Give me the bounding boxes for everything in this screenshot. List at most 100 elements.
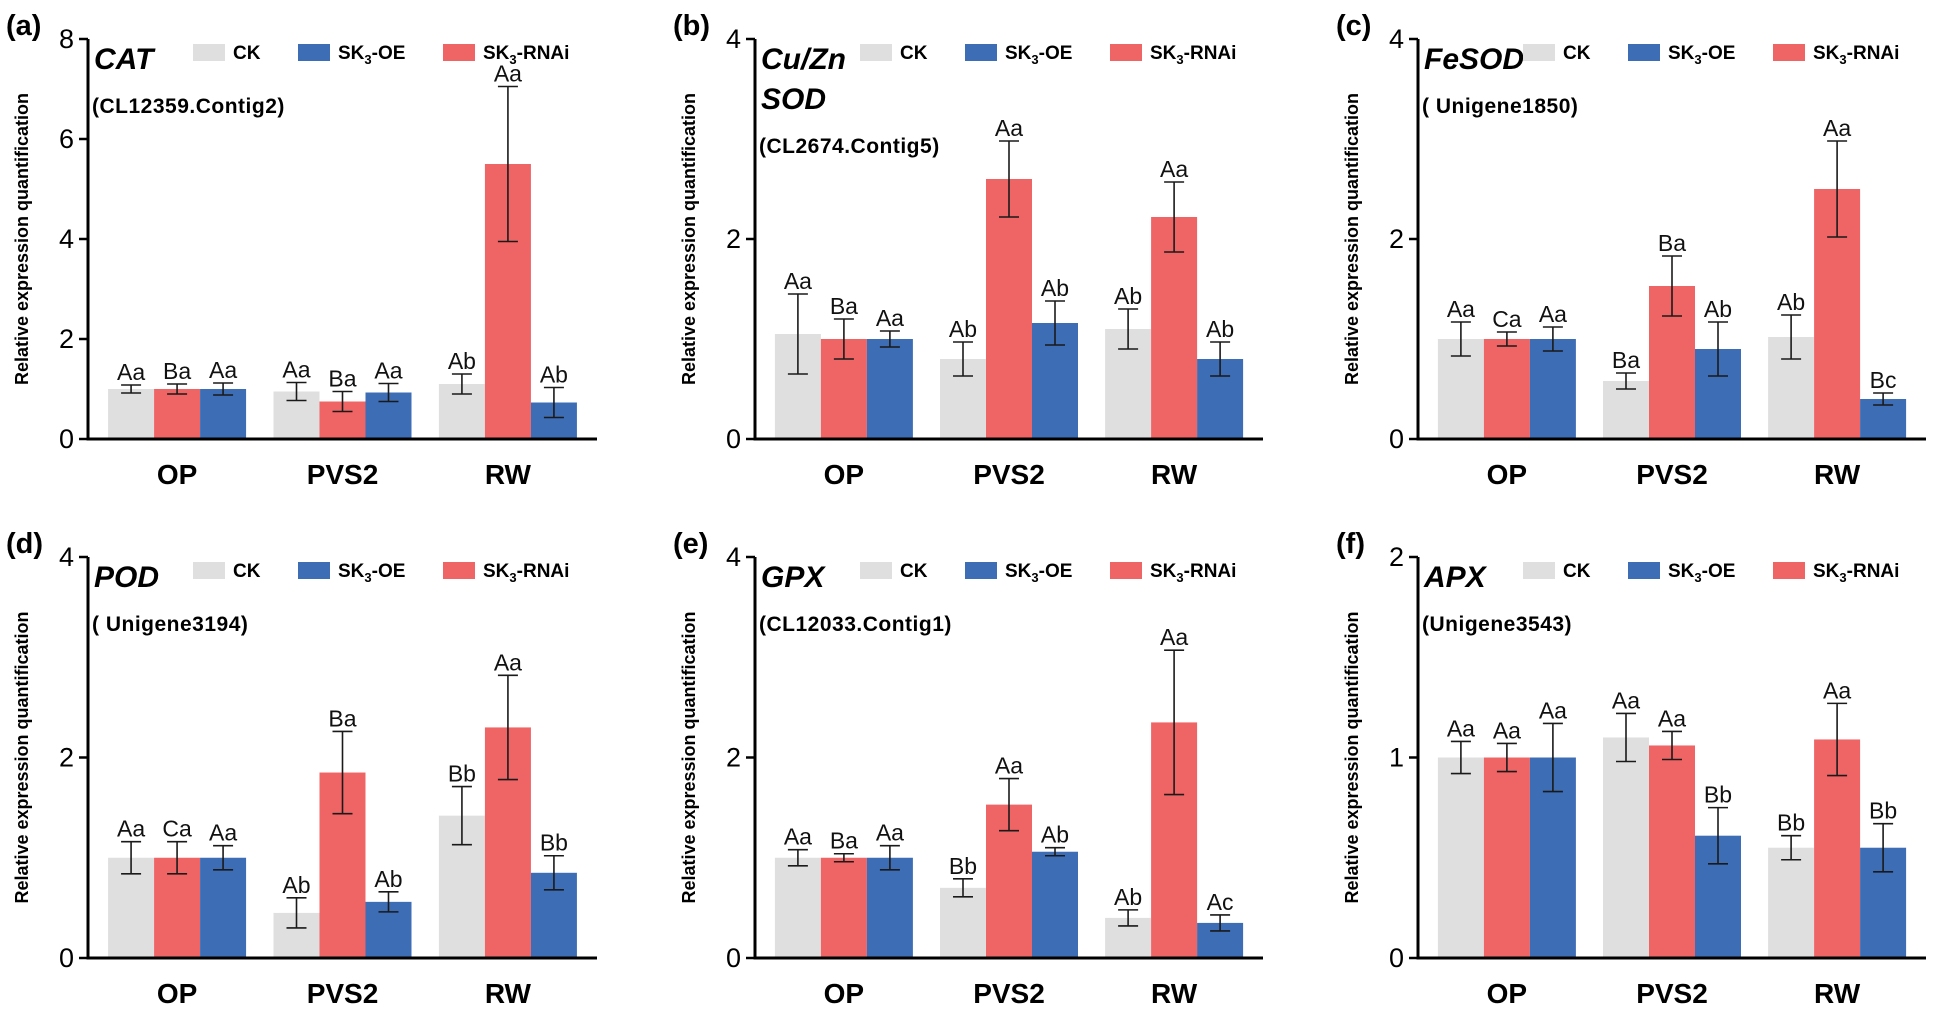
- x-tick-label: OP: [157, 459, 197, 490]
- significance-label: Ab: [949, 316, 977, 342]
- legend-label-suffix: -RNAi: [1184, 43, 1237, 64]
- panel-label: (f): [1336, 528, 1365, 560]
- legend-label-base: SK: [1005, 43, 1032, 64]
- legend-label-suffix: -OE: [372, 561, 406, 582]
- panel-label: (b): [673, 10, 710, 42]
- significance-label: Aa: [1447, 296, 1475, 322]
- legend-label-subscript: 3: [364, 570, 371, 585]
- x-tick-label: OP: [824, 978, 864, 1009]
- significance-label: Bb: [949, 853, 977, 879]
- legend-swatch-oe: [1628, 44, 1660, 61]
- legend-swatch-ck: [193, 44, 225, 61]
- significance-label: Ac: [1207, 889, 1234, 915]
- significance-label: Aa: [995, 753, 1023, 779]
- legend-label-oe: SK3-OE: [1668, 43, 1735, 67]
- significance-label: Aa: [876, 820, 904, 846]
- significance-label: Aa: [209, 820, 237, 846]
- y-tick-label: 2: [59, 324, 74, 354]
- bar-rnai: [986, 179, 1032, 439]
- legend-label-suffix: -RNAi: [517, 561, 570, 582]
- significance-label: Aa: [117, 816, 145, 842]
- significance-label: Aa: [209, 357, 237, 383]
- significance-label: Aa: [876, 305, 904, 331]
- significance-label: Aa: [1823, 677, 1851, 703]
- legend-label-oe: SK3-OE: [338, 561, 405, 585]
- y-axis-label: Relative expression quantification: [1342, 93, 1362, 385]
- significance-label: Ca: [1492, 306, 1522, 332]
- significance-label: Aa: [1493, 717, 1521, 743]
- x-tick-label: RW: [1814, 978, 1861, 1009]
- legend-swatch-rnai: [443, 44, 475, 61]
- significance-label: Bb: [1704, 782, 1732, 808]
- legend-label-ck: CK: [1563, 43, 1591, 64]
- x-tick-label: OP: [1487, 459, 1527, 490]
- significance-label: Ca: [162, 816, 192, 842]
- bar-ck: [1603, 381, 1649, 439]
- bar-oe: [1529, 339, 1576, 439]
- significance-label: Ab: [374, 866, 402, 892]
- significance-label: Ba: [1658, 230, 1686, 256]
- chart-panel-1: (b) Relative expression quantification 0 2 4…: [673, 10, 1263, 490]
- legend-swatch-rnai: [1773, 44, 1805, 61]
- panel-label: (c): [1336, 10, 1371, 42]
- bar-rnai: [1649, 745, 1695, 958]
- legend-label-rnai: SK3-RNAi: [483, 43, 569, 67]
- y-tick-label: 4: [726, 542, 741, 572]
- legend-label-ck: CK: [900, 561, 928, 582]
- legend-label-subscript: 3: [1839, 570, 1846, 585]
- y-axis-label: Relative expression quantification: [679, 611, 699, 903]
- significance-label: Aa: [995, 115, 1023, 141]
- legend-label-base: SK: [483, 43, 510, 64]
- gene-name: POD: [94, 561, 159, 594]
- legend-swatch-ck: [860, 562, 892, 579]
- y-tick-label: 2: [726, 224, 741, 254]
- significance-label: Aa: [1658, 705, 1686, 731]
- legend-label-base: SK: [1150, 561, 1177, 582]
- y-tick-label: 2: [1389, 224, 1404, 254]
- significance-label: Ab: [1777, 289, 1805, 315]
- significance-label: Ba: [163, 358, 191, 384]
- legend-label-base: SK: [1813, 43, 1840, 64]
- y-tick-label: 0: [726, 943, 741, 973]
- legend-label-oe: SK3-OE: [338, 43, 405, 67]
- legend-swatch-oe: [298, 562, 330, 579]
- x-tick-label: OP: [1487, 978, 1527, 1009]
- legend-label-subscript: 3: [1839, 52, 1846, 67]
- x-tick-label: RW: [485, 459, 532, 490]
- bar-rnai: [820, 857, 867, 958]
- legend-swatch-ck: [193, 562, 225, 579]
- significance-label: Aa: [282, 357, 310, 383]
- x-tick-label: RW: [1814, 459, 1861, 490]
- legend-label-rnai: SK3-RNAi: [483, 561, 569, 585]
- chart-panel-4: (e) Relative expression quantification 0 2 4…: [673, 528, 1263, 1009]
- bar-ck: [774, 857, 821, 958]
- y-axis-label: Relative expression quantification: [1342, 611, 1362, 903]
- legend-label-base: SK: [1813, 561, 1840, 582]
- panel-label: (e): [673, 528, 708, 560]
- y-tick-label: 2: [1389, 542, 1404, 572]
- significance-label: Ba: [328, 366, 356, 392]
- legend-label-subscript: 3: [1031, 570, 1038, 585]
- contig-id: (CL12033.Contig1): [759, 613, 952, 636]
- significance-label: Ab: [1114, 283, 1142, 309]
- x-tick-label: PVS2: [973, 459, 1045, 490]
- legend-label-rnai: SK3-RNAi: [1150, 561, 1236, 585]
- legend-label-suffix: -RNAi: [1847, 43, 1900, 64]
- chart-panel-5: (f) Relative expression quantification 0 1 2…: [1336, 528, 1926, 1009]
- significance-label: Aa: [1539, 301, 1567, 327]
- significance-label: Aa: [494, 61, 522, 87]
- legend-label-base: SK: [483, 561, 510, 582]
- y-tick-label: 2: [726, 743, 741, 773]
- gene-name: CAT: [94, 43, 156, 76]
- significance-label: Ba: [830, 828, 858, 854]
- significance-label: Aa: [784, 268, 812, 294]
- y-tick-label: 1: [1389, 743, 1404, 773]
- contig-id: ( Unigene1850): [1422, 95, 1578, 118]
- x-tick-label: PVS2: [1636, 978, 1708, 1009]
- significance-label: Ab: [1206, 316, 1234, 342]
- legend-label-base: SK: [1668, 43, 1695, 64]
- legend-label-ck: CK: [1563, 561, 1591, 582]
- legend-label-suffix: -OE: [1702, 561, 1736, 582]
- legend-label-rnai: SK3-RNAi: [1813, 43, 1899, 67]
- significance-label: Ba: [328, 705, 356, 731]
